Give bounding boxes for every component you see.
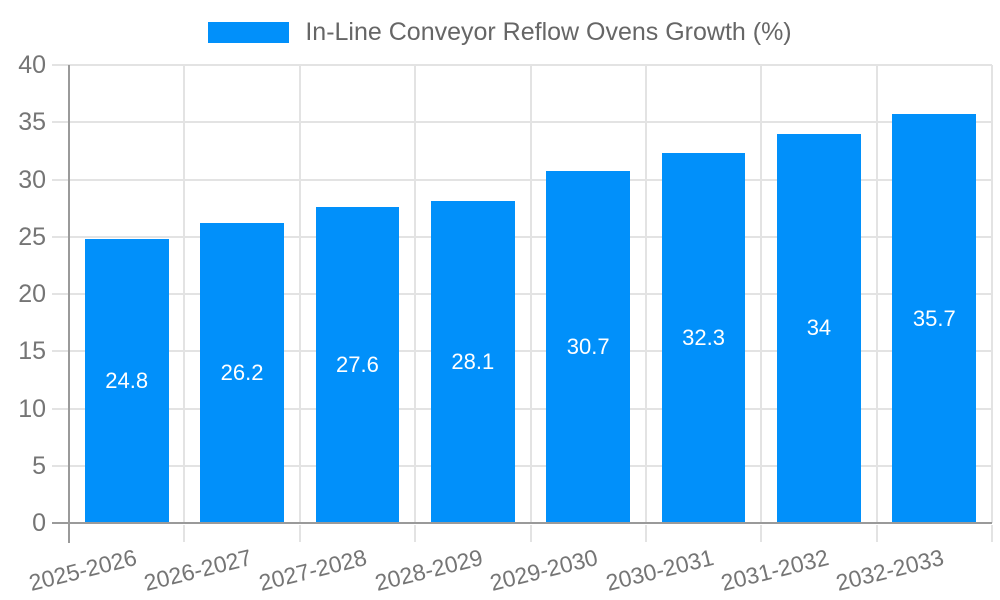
bar-value-label: 24.8 (105, 368, 149, 394)
x-axis-tick-label: 2031-2032 (718, 544, 832, 596)
x-axis-tick (760, 525, 763, 542)
bar-value-label: 32.3 (682, 325, 725, 351)
x-gridline (644, 65, 647, 523)
x-axis-tick-label: 2029-2030 (487, 544, 601, 596)
legend-label: In-Line Conveyor Reflow Ovens Growth (%) (305, 18, 792, 46)
y-axis-tick-label: 15 (18, 337, 46, 366)
bar (661, 153, 746, 523)
y-gridline (52, 293, 992, 295)
legend[interactable]: In-Line Conveyor Reflow Ovens Growth (%) (0, 18, 1000, 46)
y-axis-tick-label: 5 (32, 451, 46, 480)
y-gridline (52, 178, 992, 181)
x-gridline (183, 65, 186, 523)
x-gridline (529, 65, 532, 523)
x-axis-tick (298, 525, 301, 542)
bar-value-label: 26.2 (220, 360, 264, 385)
x-gridline (298, 65, 301, 523)
legend-swatch (208, 21, 290, 43)
bar (892, 114, 977, 523)
x-gridline (875, 65, 878, 523)
y-gridline (52, 235, 992, 238)
y-axis-tick-label: 0 (32, 509, 46, 537)
y-gridline (52, 350, 992, 353)
bar-value-label: 30.7 (566, 334, 610, 360)
y-gridline (52, 64, 992, 66)
y-axis-tick-label: 35 (18, 108, 46, 137)
x-axis-tick-label: 2028-2029 (372, 544, 486, 596)
x-gridline (991, 65, 993, 523)
y-gridline (52, 121, 992, 124)
bar-value-label: 34 (806, 315, 832, 341)
x-axis-tick (644, 525, 647, 542)
x-axis-line (52, 522, 992, 524)
x-axis-tick-label: 2032-2033 (833, 544, 947, 596)
y-axis-tick-label: 40 (18, 51, 46, 79)
bar (84, 239, 169, 523)
bar-value-label: 28.1 (451, 349, 495, 375)
y-gridline (52, 464, 992, 467)
x-axis-tick-label: 2027-2028 (256, 544, 370, 596)
x-axis-tick (529, 525, 532, 542)
x-axis-tick (414, 525, 417, 542)
bar (777, 133, 861, 523)
x-gridline (414, 65, 417, 523)
bar (200, 223, 284, 523)
bar (315, 206, 400, 523)
x-axis-tick-label: 2026-2027 (141, 544, 255, 596)
y-axis-tick-label: 25 (18, 222, 46, 251)
bar-value-label: 35.7 (912, 305, 956, 331)
bar (430, 201, 515, 523)
x-axis-tick (183, 525, 186, 542)
x-axis-tick-label: 2025-2026 (25, 544, 139, 596)
y-axis-line (68, 65, 70, 543)
bar (546, 171, 630, 523)
x-axis-tick (875, 525, 878, 542)
x-axis-tick-label: 2030-2031 (602, 544, 716, 596)
y-gridline (52, 407, 992, 410)
y-axis-tick-label: 10 (18, 394, 46, 423)
y-axis-tick-label: 30 (18, 165, 46, 194)
y-axis-tick-label: 20 (18, 280, 46, 308)
bar-value-label: 27.6 (336, 351, 379, 377)
x-axis-tick (991, 525, 993, 542)
x-gridline (760, 65, 763, 523)
